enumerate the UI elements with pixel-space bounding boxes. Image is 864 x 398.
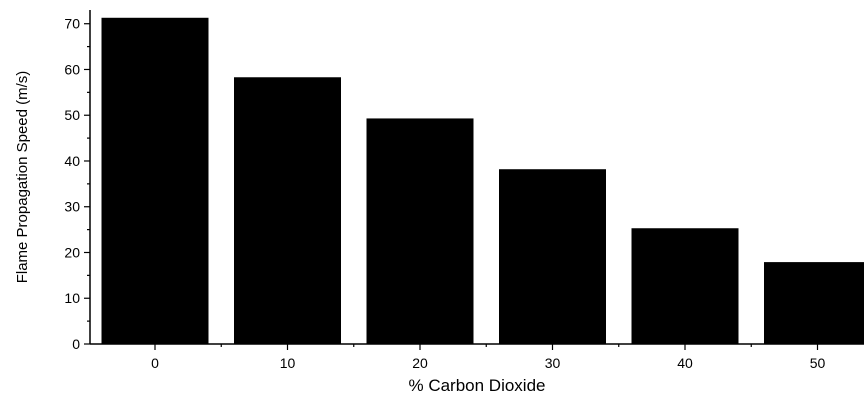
y-tick-label-30: 30 <box>64 199 80 215</box>
y-axis-title: Flame Propagation Speed (m/s) <box>14 71 31 284</box>
x-tick-label-30: 30 <box>545 355 561 371</box>
x-tick-label-40: 40 <box>677 355 693 371</box>
bars-group <box>101 17 864 345</box>
y-tick-label-10: 10 <box>64 290 80 306</box>
y-tick-label-50: 50 <box>64 107 80 123</box>
y-tick-label-40: 40 <box>64 153 80 169</box>
x-tick-label-10: 10 <box>280 355 296 371</box>
y-axis-ticks: 0 10 20 30 40 50 60 70 <box>64 16 90 352</box>
bar-40 <box>631 228 739 344</box>
y-tick-label-60: 60 <box>64 61 80 77</box>
y-tick-label-0: 0 <box>72 336 80 352</box>
bar-50 <box>764 262 864 344</box>
x-tick-label-50: 50 <box>810 355 826 371</box>
bar-30 <box>499 169 606 344</box>
x-tick-label-0: 0 <box>151 355 159 371</box>
bar-0 <box>101 17 209 345</box>
y-tick-label-20: 20 <box>64 244 80 260</box>
x-tick-label-20: 20 <box>412 355 428 371</box>
y-tick-label-70: 70 <box>64 16 80 32</box>
x-axis-title: % Carbon Dioxide <box>408 376 545 395</box>
bar-20 <box>366 118 474 345</box>
bar-10 <box>234 77 341 344</box>
x-axis-ticks: 0 10 20 30 40 50 <box>151 344 825 371</box>
